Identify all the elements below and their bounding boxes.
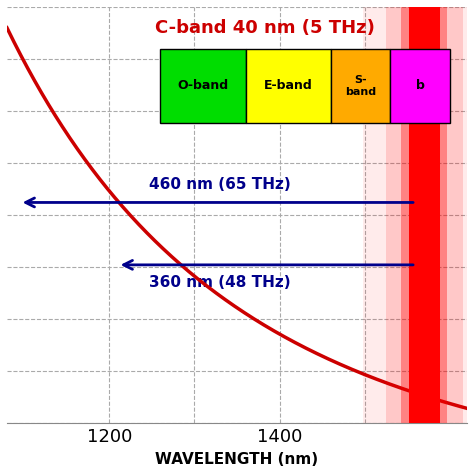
Bar: [401, 7, 447, 423]
Bar: [386, 7, 463, 423]
Text: O-band: O-band: [177, 80, 228, 92]
Text: S-
band: S- band: [345, 75, 376, 97]
Bar: [391, 48, 450, 123]
X-axis label: WAVELENGTH (nm): WAVELENGTH (nm): [155, 452, 319, 467]
Text: b: b: [416, 80, 425, 92]
Bar: [331, 48, 391, 123]
Text: C-band 40 nm (5 THz): C-band 40 nm (5 THz): [155, 19, 374, 37]
Text: E-band: E-band: [264, 80, 312, 92]
Bar: [160, 48, 246, 123]
Bar: [363, 7, 474, 423]
Text: 360 nm (48 THz): 360 nm (48 THz): [149, 275, 291, 290]
Bar: [409, 7, 440, 423]
Text: 460 nm (65 THz): 460 nm (65 THz): [149, 177, 291, 192]
Bar: [246, 48, 331, 123]
